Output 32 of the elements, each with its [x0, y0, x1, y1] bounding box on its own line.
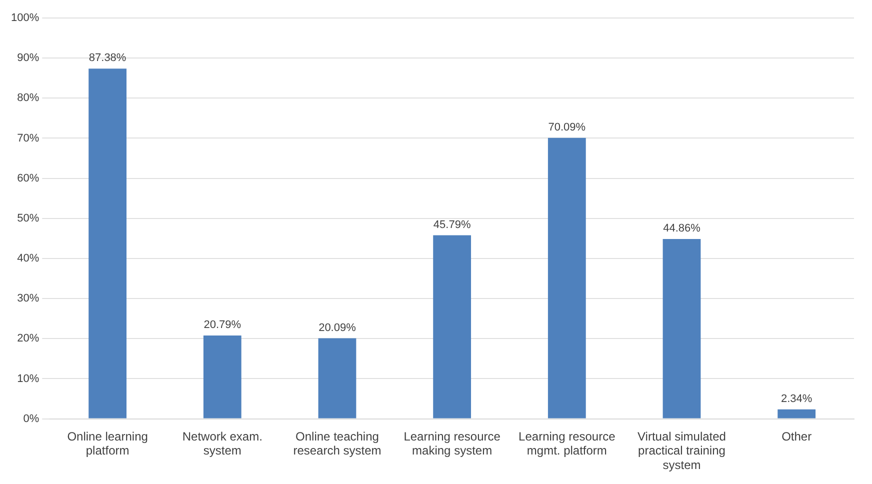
y-tick-label: 0% — [23, 412, 40, 425]
x-tick-label: Learning resource mgmt. platform — [518, 429, 616, 458]
y-tick-label: 60% — [17, 172, 40, 184]
bar — [778, 409, 816, 418]
y-tick-label: 30% — [17, 292, 40, 305]
bar — [88, 68, 126, 418]
x-tick-label: Virtual simulated practical training system — [637, 429, 726, 472]
y-tick-label: 70% — [17, 132, 40, 144]
x-tick-label: Learning resource making system — [404, 429, 501, 458]
data-label: 87.38% — [88, 52, 126, 64]
bar — [433, 235, 472, 418]
y-tick-label: 20% — [17, 332, 40, 345]
x-tick-label: Other — [782, 429, 812, 444]
data-label: 20.09% — [318, 322, 356, 334]
y-tick-label: 100% — [10, 12, 40, 24]
data-label: 70.09% — [548, 121, 586, 134]
y-tick-label: 40% — [17, 252, 40, 265]
y-tick-label: 90% — [17, 52, 40, 64]
x-tick-label: Network exam. system — [182, 429, 262, 458]
x-tick-label: Online learning platform — [67, 429, 148, 458]
bar — [662, 239, 701, 418]
bar — [318, 338, 356, 418]
data-label: 2.34% — [780, 392, 812, 405]
bar — [203, 335, 242, 418]
data-label: 45.79% — [433, 218, 471, 231]
bar — [548, 138, 586, 418]
data-label: 44.86% — [663, 222, 701, 235]
y-tick-label: 10% — [17, 372, 40, 385]
x-tick-label: Online teaching research system — [293, 429, 382, 458]
y-tick-label: 50% — [17, 212, 40, 224]
y-tick-label: 80% — [17, 92, 40, 104]
data-label: 20.79% — [204, 319, 242, 332]
